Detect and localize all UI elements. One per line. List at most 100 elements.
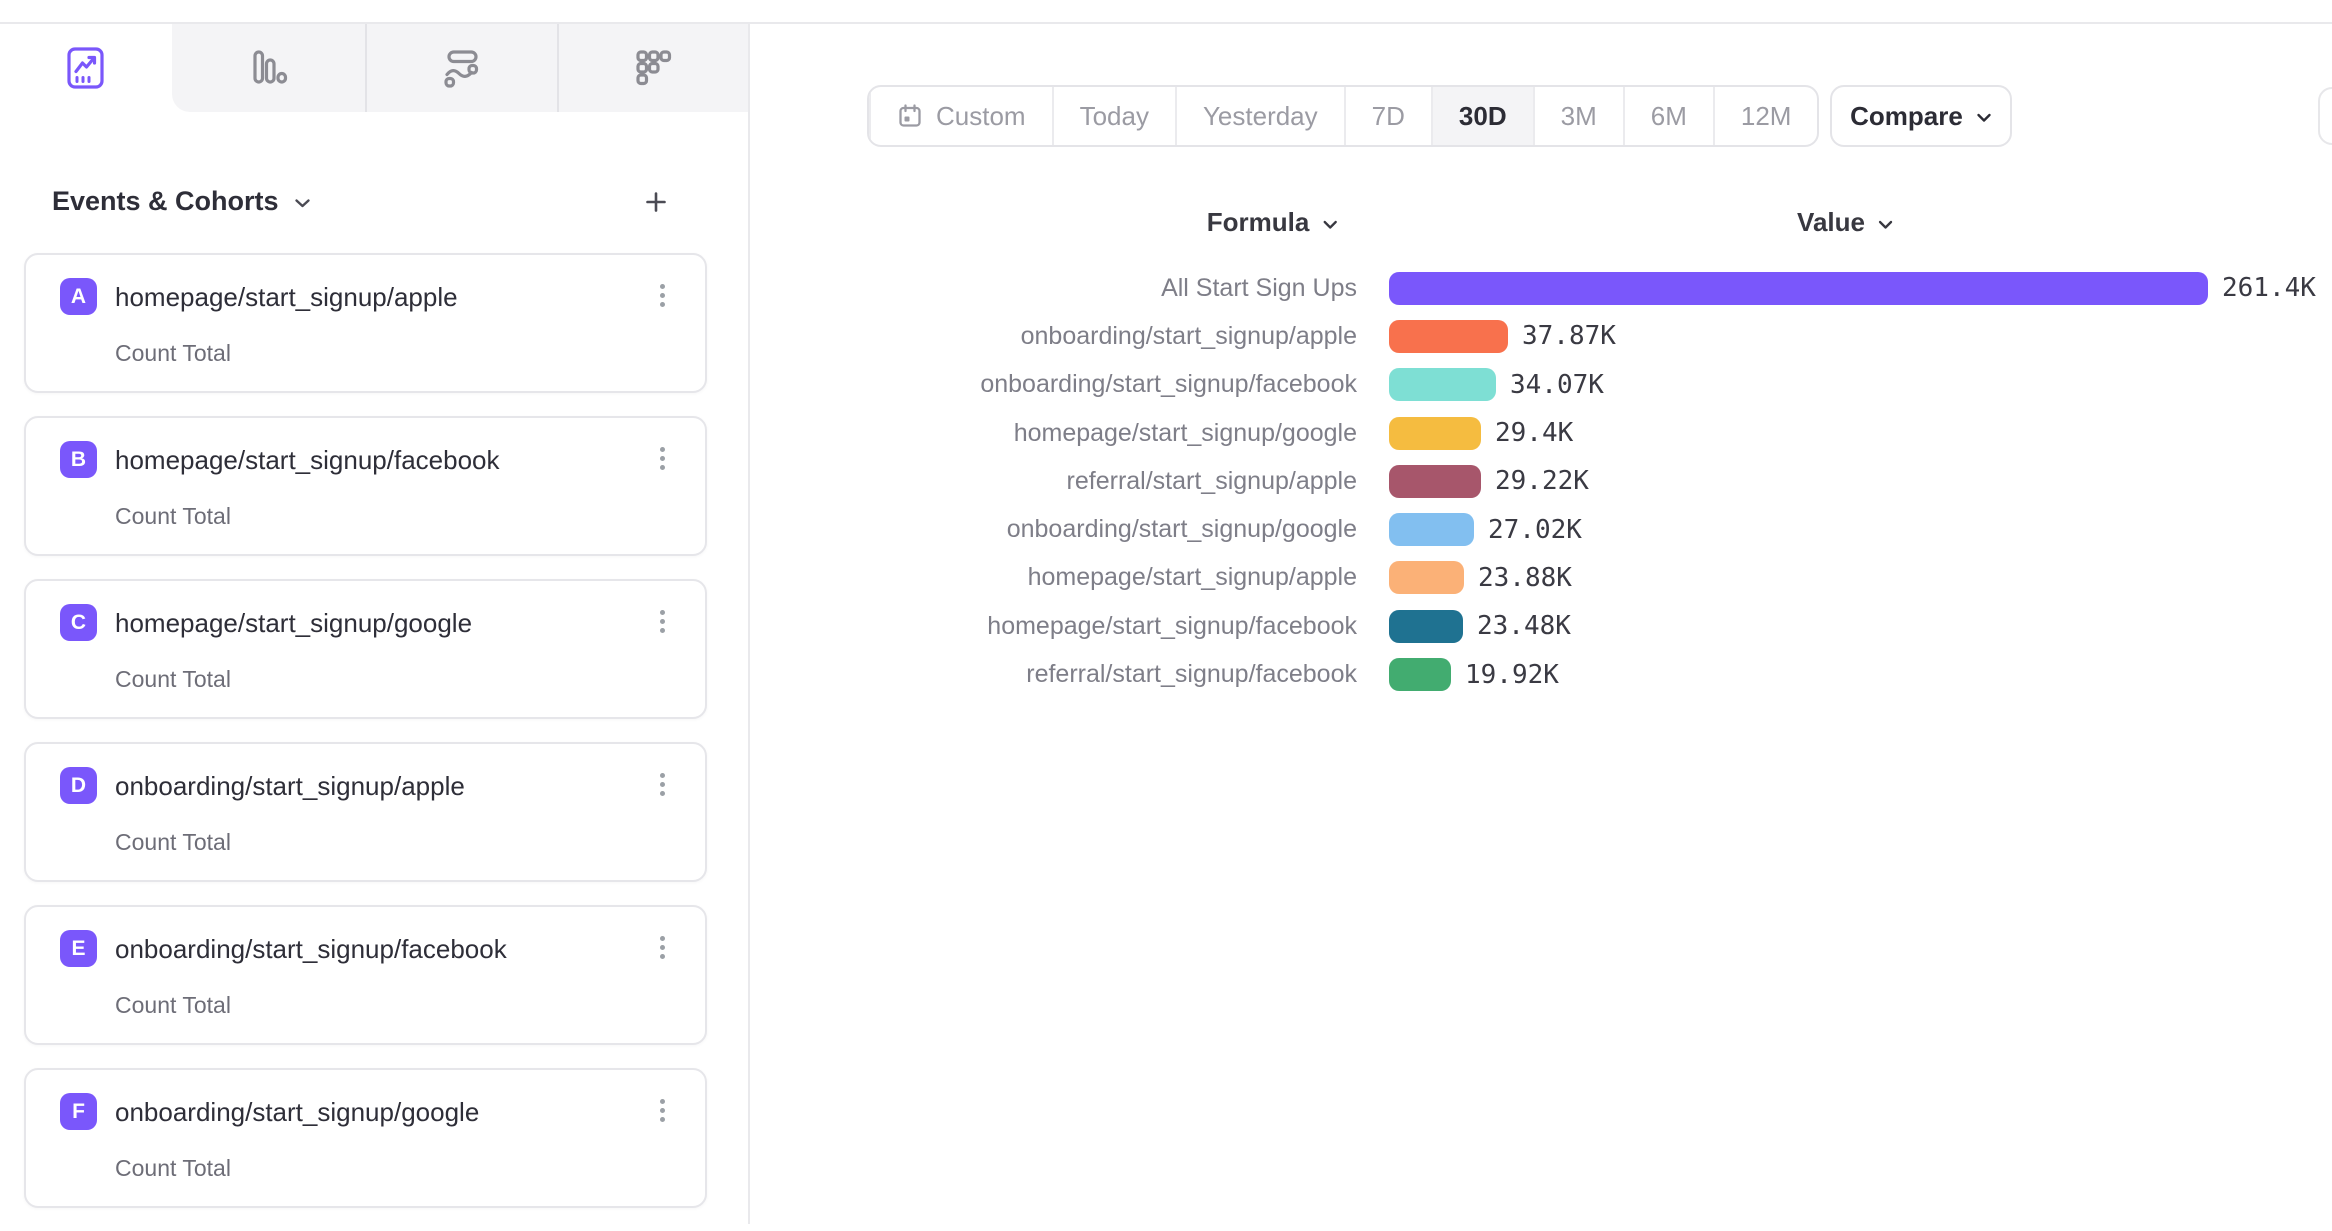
date-range-option[interactable]: Custom — [869, 87, 1052, 145]
event-metric[interactable]: Count Total — [115, 340, 231, 366]
bar[interactable] — [1389, 368, 1496, 402]
tab-line-chart[interactable] — [0, 24, 172, 112]
event-card[interactable]: E onboarding/start_signup/facebook Count… — [24, 905, 707, 1045]
line-chart-icon — [63, 45, 109, 91]
compare-button[interactable]: Compare — [1830, 85, 2012, 147]
bar-value: 29.22K — [1495, 466, 1589, 497]
date-range-label: 3M — [1560, 100, 1597, 131]
bar-row: homepage/start_signup/apple 23.88K — [750, 554, 2316, 602]
event-title: onboarding/start_signup/google — [115, 1097, 480, 1127]
event-card-list: A homepage/start_signup/apple Count Tota… — [24, 253, 707, 1231]
formula-header[interactable]: Formula — [1207, 207, 1338, 238]
event-metric[interactable]: Count Total — [115, 992, 231, 1018]
bar-value: 29.4K — [1495, 418, 1574, 449]
event-title: onboarding/start_signup/facebook — [115, 934, 507, 964]
bar[interactable] — [1389, 609, 1463, 643]
event-card[interactable]: B homepage/start_signup/facebook Count T… — [24, 416, 707, 556]
bar-row-label: homepage/start_signup/apple — [1027, 563, 1357, 592]
kebab-menu-icon[interactable] — [652, 931, 673, 964]
date-range-option[interactable]: 30D — [1430, 87, 1533, 145]
kebab-menu-icon[interactable] — [652, 768, 673, 801]
bar[interactable] — [1389, 561, 1464, 595]
date-range-label: Custom — [936, 100, 1026, 131]
bar-row-label: onboarding/start_signup/google — [1006, 515, 1357, 544]
date-range-option[interactable]: Yesterday — [1174, 87, 1344, 145]
bar-row-label: All Start Sign Ups — [1161, 273, 1357, 302]
event-card[interactable]: A homepage/start_signup/apple Count Tota… — [24, 253, 707, 393]
sidebar-divider — [748, 24, 750, 1224]
event-letter-badge: E — [60, 930, 97, 967]
retention-icon — [630, 45, 676, 91]
bar[interactable] — [1389, 464, 1481, 498]
event-title: onboarding/start_signup/apple — [115, 771, 465, 801]
chevron-down-icon — [1878, 220, 1893, 230]
event-metric[interactable]: Count Total — [115, 503, 231, 529]
event-card[interactable]: F onboarding/start_signup/google Count T… — [24, 1068, 707, 1208]
bar-chart: All Start Sign Ups 261.4K onboarding/sta… — [750, 264, 2316, 699]
date-range-label: 30D — [1458, 100, 1507, 131]
bar-row: homepage/start_signup/google 29.4K — [750, 409, 2316, 457]
date-range-control: Custom Today Yesterday 7D 30D — [867, 85, 1820, 147]
bar-row-label: referral/start_signup/facebook — [1026, 660, 1357, 689]
bar-row-label: onboarding/start_signup/apple — [1020, 321, 1357, 350]
date-range-label: 7D — [1371, 100, 1405, 131]
date-range-label: 12M — [1740, 100, 1792, 131]
tab-bar-chart[interactable] — [172, 24, 365, 112]
formula-header-label: Formula — [1206, 207, 1310, 237]
bar[interactable] — [1389, 271, 2208, 305]
flows-icon — [438, 45, 484, 91]
tab-band — [172, 24, 748, 112]
event-letter-badge: F — [60, 1093, 97, 1130]
date-range-option[interactable]: 7D — [1343, 87, 1431, 145]
event-card[interactable]: D onboarding/start_signup/apple Count To… — [24, 742, 707, 882]
event-title: homepage/start_signup/facebook — [115, 445, 500, 475]
add-event-button[interactable] — [636, 182, 676, 222]
date-range-option[interactable]: 6M — [1622, 87, 1713, 145]
events-cohorts-header[interactable]: Events & Cohorts — [52, 186, 311, 217]
kebab-menu-icon[interactable] — [652, 279, 673, 312]
bar-value: 23.88K — [1478, 562, 1572, 593]
bar-value: 23.48K — [1477, 611, 1571, 642]
chevron-down-icon — [1976, 113, 1992, 123]
bar-row: onboarding/start_signup/facebook 34.07K — [750, 361, 2316, 409]
chevron-down-icon — [294, 198, 311, 209]
date-range-option[interactable]: Today — [1051, 87, 1175, 145]
bar-row: onboarding/start_signup/google 27.02K — [750, 505, 2316, 553]
bar-row: referral/start_signup/facebook 19.92K — [750, 650, 2316, 698]
compare-label: Compare — [1850, 100, 1963, 131]
event-metric[interactable]: Count Total — [115, 666, 231, 692]
top-divider — [0, 22, 2332, 24]
bar-row: homepage/start_signup/facebook 23.48K — [750, 602, 2316, 650]
event-metric[interactable]: Count Total — [115, 829, 231, 855]
kebab-menu-icon[interactable] — [652, 442, 673, 475]
bar[interactable] — [1389, 658, 1451, 692]
tab-divider — [557, 24, 559, 112]
tab-flows[interactable] — [365, 24, 557, 112]
event-metric[interactable]: Count Total — [115, 1155, 231, 1181]
tab-retention[interactable] — [557, 24, 748, 112]
bar-row-label: referral/start_signup/apple — [1066, 466, 1357, 495]
value-header[interactable]: Value — [1797, 207, 1893, 238]
date-range-option[interactable]: 3M — [1532, 87, 1623, 145]
event-card[interactable]: C homepage/start_signup/google Count Tot… — [24, 579, 707, 719]
kebab-menu-icon[interactable] — [652, 605, 673, 638]
bar[interactable] — [1389, 513, 1474, 547]
chevron-down-icon — [1322, 220, 1337, 230]
event-letter-badge: D — [60, 767, 97, 804]
overflow-button-partial[interactable] — [2318, 87, 2332, 145]
kebab-menu-icon[interactable] — [652, 1094, 673, 1127]
event-title: homepage/start_signup/apple — [115, 282, 458, 312]
bar-value: 37.87K — [1522, 321, 1616, 352]
event-title: homepage/start_signup/google — [115, 608, 473, 638]
tab-divider — [365, 24, 367, 112]
date-range-label: Yesterday — [1202, 100, 1318, 131]
bar-row-label: onboarding/start_signup/facebook — [980, 370, 1357, 399]
date-range-option[interactable]: 12M — [1712, 87, 1818, 145]
bar-value: 261.4K — [2222, 273, 2316, 304]
bar[interactable] — [1389, 416, 1481, 450]
bar-row: referral/start_signup/apple 29.22K — [750, 457, 2316, 505]
event-letter-badge: C — [60, 604, 97, 641]
events-cohorts-title: Events & Cohorts — [52, 186, 279, 216]
bar-row: onboarding/start_signup/apple 37.87K — [750, 312, 2316, 360]
bar[interactable] — [1389, 319, 1508, 353]
